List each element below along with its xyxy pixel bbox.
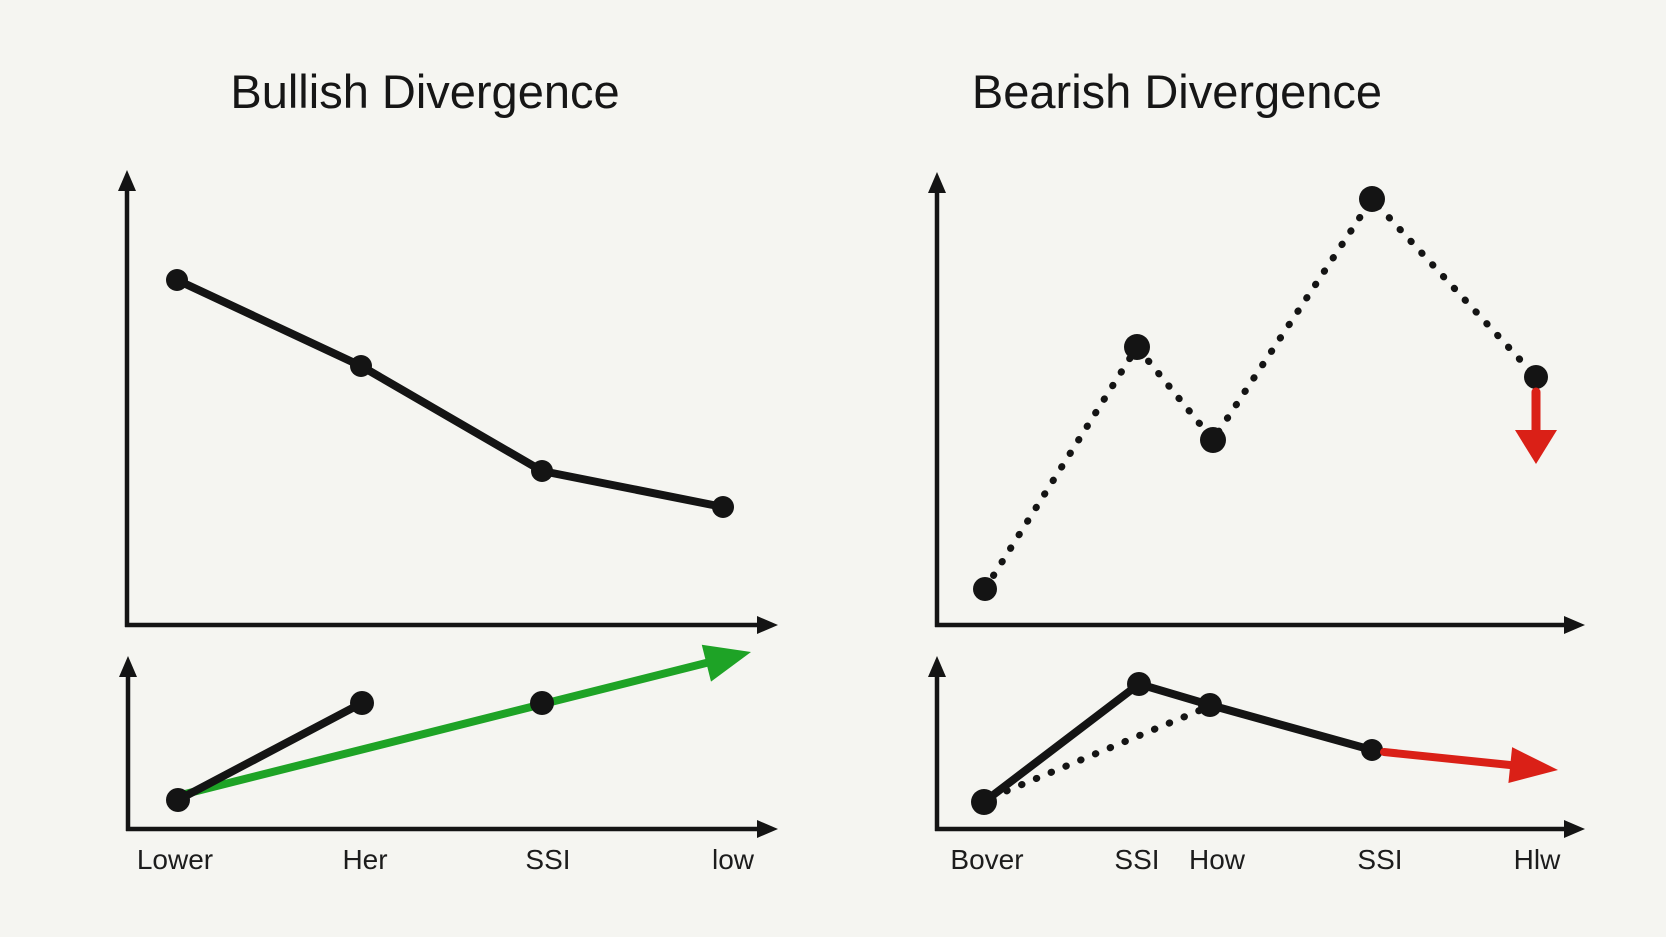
x-axis-label: How (1189, 844, 1246, 875)
data-point-dot (1127, 672, 1151, 696)
x-axis-arrow-icon (757, 616, 778, 634)
solid-series-line (174, 699, 366, 804)
y-axis-arrow-icon (928, 172, 946, 193)
trend-arrow-head-icon (1515, 430, 1557, 464)
bearish-price-panel (928, 172, 1585, 634)
data-point-dot (1361, 739, 1383, 761)
data-point-dot (531, 460, 553, 482)
x-axis-arrow-icon (757, 820, 778, 838)
data-point-dot (1124, 334, 1150, 360)
data-point-dot (712, 496, 734, 518)
bullish-indicator-panel: Lower Her SSI low (119, 644, 778, 875)
y-axis-arrow-icon (118, 170, 136, 191)
trend-arrow-head-icon (701, 644, 751, 682)
trend-arrow-head-icon (1508, 747, 1558, 783)
x-axis-label: Her (342, 844, 387, 875)
data-point-dot (350, 691, 374, 715)
data-point-dot (166, 788, 190, 812)
x-axis-label: SSI (525, 844, 570, 875)
x-axis-label: Hlw (1514, 844, 1561, 875)
dotted-series-line (981, 195, 1540, 593)
data-point-dot (1198, 693, 1222, 717)
x-axis-label: Lower (137, 844, 213, 875)
x-axis-label: SSI (1114, 844, 1159, 875)
y-axis-arrow-icon (119, 656, 137, 677)
dotted-series-line (988, 705, 1207, 801)
data-point-dot (1359, 186, 1385, 212)
solid-series-line (980, 680, 1376, 806)
trend-arrow-shaft (177, 658, 714, 799)
x-axis-arrow-icon (1564, 616, 1585, 634)
trend-arrow-shaft (1380, 748, 1514, 769)
data-point-dot (1524, 365, 1548, 389)
bearish-divergence-title: Bearish Divergence (971, 65, 1383, 118)
data-point-dot (971, 789, 997, 815)
data-point-dot (973, 577, 997, 601)
data-point-dot (1200, 427, 1226, 453)
bullish-divergence-title: Bullish Divergence (230, 65, 620, 118)
bearish-indicator-panel: Bover SSI How SSI Hlw (928, 656, 1585, 875)
data-point-dot (166, 269, 188, 291)
x-axis-arrow-icon (1564, 820, 1585, 838)
x-axis-label: low (712, 844, 755, 875)
bullish-price-panel (118, 170, 778, 634)
y-axis-arrow-icon (928, 656, 946, 677)
solid-series-line (173, 276, 727, 511)
x-axis-label: Bover (950, 844, 1023, 875)
data-point-dot (530, 691, 554, 715)
data-point-dot (350, 355, 372, 377)
x-axis-label: SSI (1357, 844, 1402, 875)
